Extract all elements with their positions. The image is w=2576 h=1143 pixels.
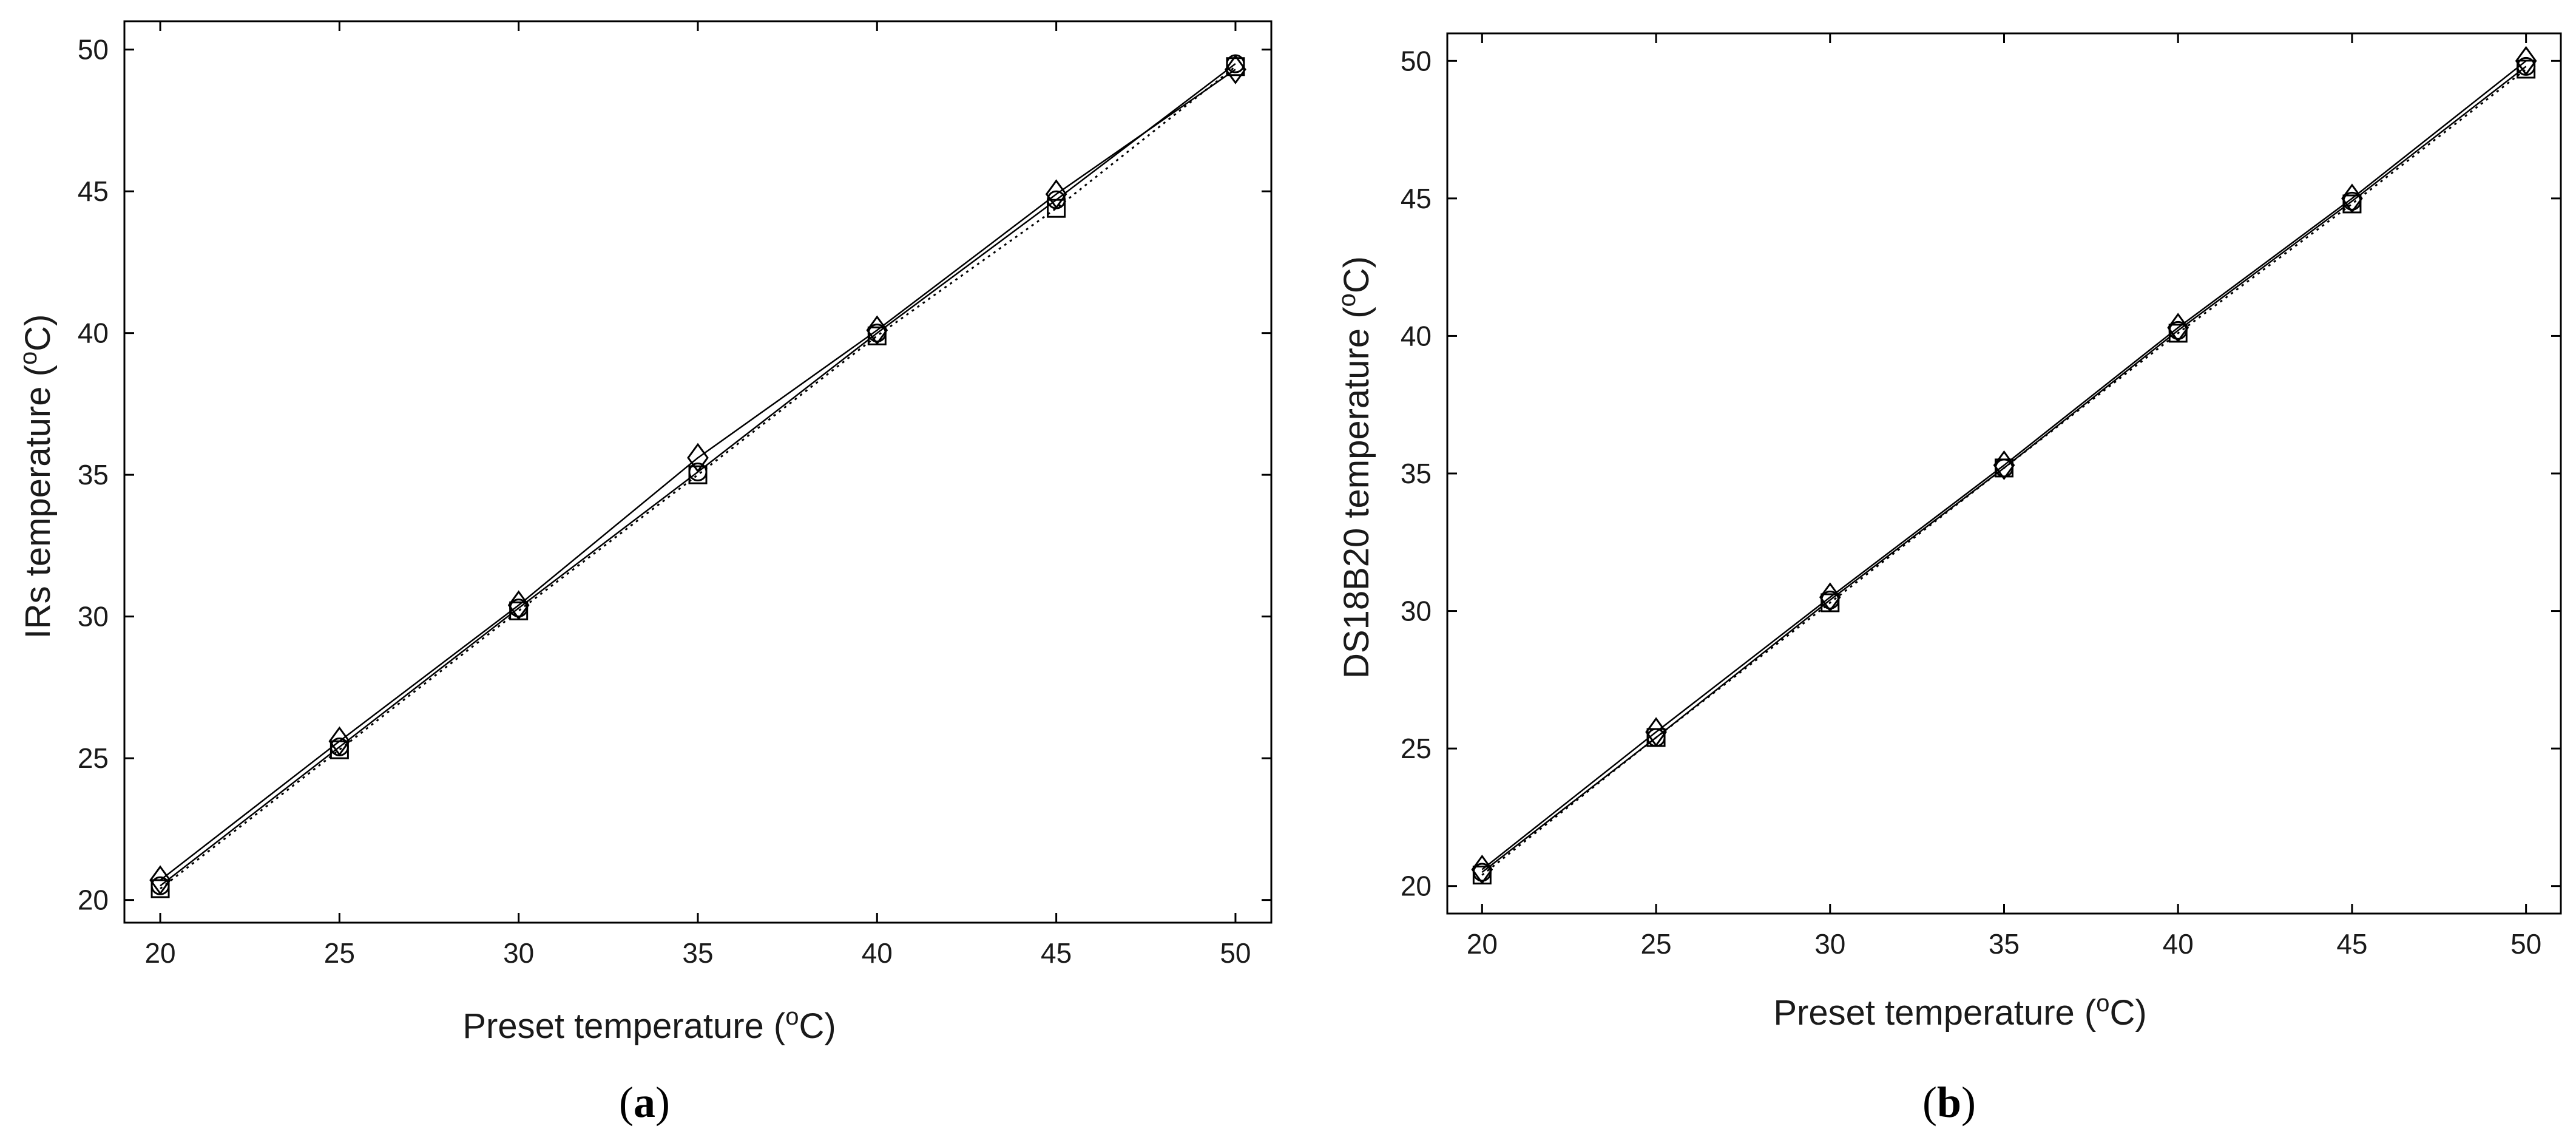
y-tick-label-b: 40 bbox=[1401, 320, 1432, 351]
panel-b: 20 25 30 35 40 45 50 20 25 30 35 40 45 50 Preset temp… bbox=[1334, 32, 2562, 1127]
x-tick-label-a: 25 bbox=[324, 937, 355, 969]
x-tick-label-a: 45 bbox=[1041, 937, 1072, 969]
series-line-circle-b bbox=[1481, 66, 2527, 873]
x-tick-label-a: 30 bbox=[503, 937, 534, 969]
y-tick-label-b: 25 bbox=[1401, 733, 1432, 764]
plot-area-a: 20 25 30 35 40 45 50 20 25 30 35 40 45 50 bbox=[78, 20, 1273, 969]
x-tick-label-b: 25 bbox=[1640, 928, 1671, 960]
point-diamond-a bbox=[1045, 179, 1067, 209]
y-tick-label-b: 35 bbox=[1401, 458, 1432, 489]
point-diamond-a bbox=[328, 726, 351, 756]
plot-area-b: 20 25 30 35 40 45 50 20 25 30 35 40 45 50 bbox=[1401, 32, 2562, 960]
y-axis-label-b: DS18B20 temperature (oC) bbox=[1334, 256, 1376, 679]
y-tick-label-a: 30 bbox=[78, 601, 109, 633]
series-line-square-b bbox=[1481, 68, 2527, 876]
y-tick-label-b: 20 bbox=[1401, 870, 1432, 902]
y-tick-label-a: 25 bbox=[78, 742, 109, 774]
y-tick-label-a: 45 bbox=[78, 175, 109, 207]
point-diamond-a bbox=[507, 590, 530, 620]
x-axis-label-a: Preset temperature (oC) bbox=[462, 1003, 836, 1046]
x-tick-label-a: 40 bbox=[862, 937, 893, 969]
point-diamond-b bbox=[1645, 717, 1667, 747]
point-circle-a bbox=[688, 463, 708, 481]
point-diamond-b bbox=[1993, 450, 2015, 480]
y-tick-label-a: 20 bbox=[78, 884, 109, 916]
point-diamond-a bbox=[1225, 54, 1246, 84]
point-diamond-a bbox=[149, 865, 171, 895]
point-diamond-a bbox=[687, 443, 709, 473]
point-square-a bbox=[1047, 198, 1066, 218]
x-tick-label-b: 45 bbox=[2336, 928, 2367, 960]
y-tick-label-a: 50 bbox=[78, 34, 109, 66]
series-line-diamond-b bbox=[1481, 60, 2527, 870]
y-tick-label-b: 50 bbox=[1401, 45, 1432, 76]
point-diamond-a bbox=[866, 315, 888, 345]
x-tick-label-b: 40 bbox=[2163, 928, 2194, 960]
x-tick-label-b: 50 bbox=[2510, 928, 2541, 960]
y-axis-label-a: IRs temperature (oC) bbox=[15, 314, 58, 639]
x-tick-label-a: 20 bbox=[144, 937, 175, 969]
series-line-circle-a bbox=[160, 63, 1236, 887]
point-diamond-b bbox=[2515, 46, 2537, 76]
point-diamond-b bbox=[1819, 582, 1841, 612]
panel-a: 20 25 30 35 40 45 50 20 25 30 35 40 45 50 Preset temp… bbox=[15, 20, 1273, 1127]
x-tick-label-a: 50 bbox=[1220, 937, 1251, 969]
x-tick-label-b: 20 bbox=[1467, 928, 1498, 960]
series-line-square-a bbox=[160, 66, 1236, 890]
panel-label-a: (a) bbox=[619, 1078, 670, 1127]
x-tick-label-a: 35 bbox=[682, 937, 713, 969]
y-tick-label-a: 40 bbox=[78, 317, 109, 349]
panel-label-b: (b) bbox=[1922, 1078, 1976, 1127]
series-line-diamond-a bbox=[160, 69, 1236, 881]
point-diamond-b bbox=[2167, 313, 2189, 343]
x-axis-label-b: Preset temperature (oC) bbox=[1773, 990, 2146, 1033]
y-tick-label-a: 35 bbox=[78, 459, 109, 490]
x-tick-label-b: 30 bbox=[1814, 928, 1845, 960]
y-tick-label-b: 30 bbox=[1401, 595, 1432, 627]
x-tick-label-b: 35 bbox=[1989, 928, 2020, 960]
y-tick-label-b: 45 bbox=[1401, 183, 1432, 214]
point-diamond-b bbox=[2341, 183, 2363, 214]
point-diamond-b bbox=[1471, 854, 1493, 885]
